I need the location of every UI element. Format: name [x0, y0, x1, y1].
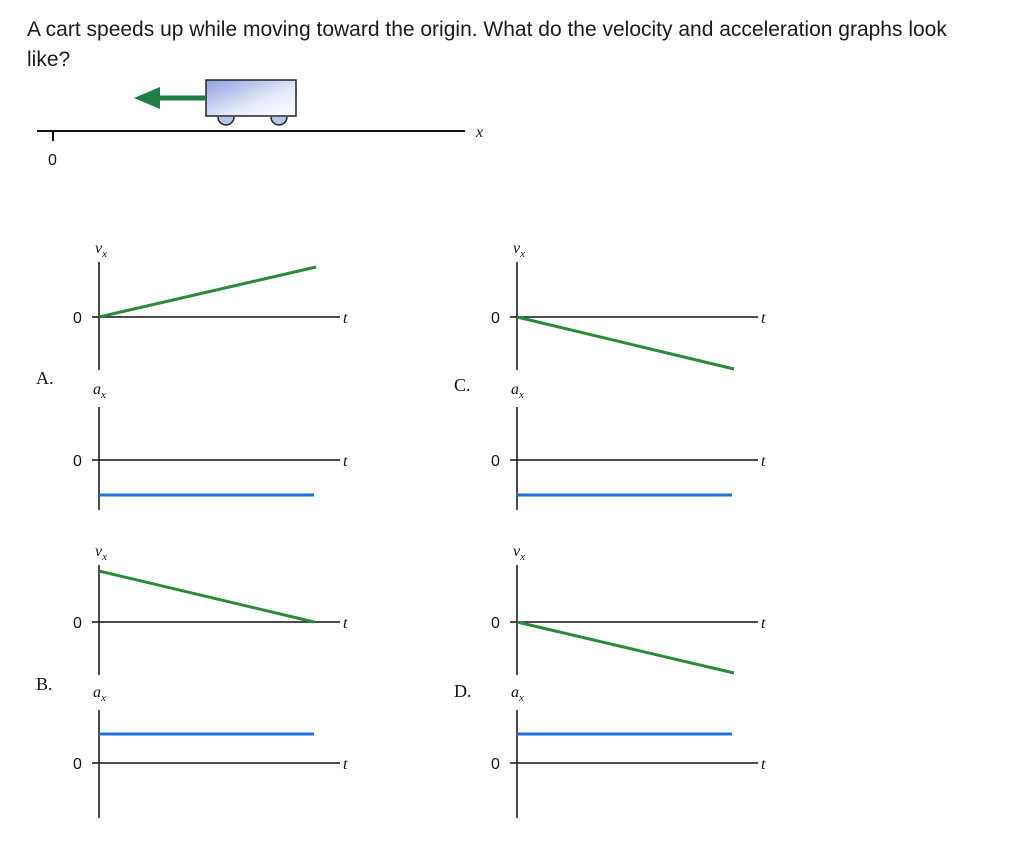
option-b-vx-label: vx [95, 543, 107, 563]
option-c-v-zero: 0 [491, 310, 500, 327]
option-a-vx-label: vx [95, 240, 107, 260]
option-b-a-t: t [343, 756, 348, 773]
option-d-label: D. [454, 681, 472, 701]
option-d-ax-label: ax [511, 684, 524, 704]
cart-wheel-right [270, 116, 288, 126]
option-b-v-t: t [343, 615, 348, 632]
option-b-ax-label: ax [93, 684, 106, 704]
cart [205, 79, 297, 126]
cart-body [205, 79, 297, 117]
option-d-vx-label: vx [513, 543, 525, 563]
option-a-label: A. [36, 368, 54, 388]
option-a-a-t: t [343, 453, 348, 470]
option-a-a-zero: 0 [73, 453, 82, 470]
option-d-v-t: t [761, 615, 766, 632]
option-c-velocity-graph: vx 0 t [491, 240, 766, 371]
option-c-a-t: t [761, 453, 766, 470]
option-c[interactable]: C. vx 0 t ax 0 t [454, 240, 766, 510]
option-b-velocity-graph: vx 0 t [73, 543, 348, 675]
option-a-acceleration-graph: ax 0 t [73, 381, 348, 510]
track-axis-label: x [475, 124, 483, 141]
option-d-a-t: t [761, 756, 766, 773]
option-b-acceleration-graph: ax 0 t [73, 684, 348, 818]
option-c-ax-label: ax [511, 381, 524, 401]
option-d-velocity-graph: vx 0 t [491, 543, 766, 675]
origin-label: 0 [48, 152, 57, 169]
question-text: A cart speeds up while moving toward the… [27, 18, 947, 71]
option-a-v-zero: 0 [73, 310, 82, 327]
option-d-acceleration-graph: ax 0 t [491, 684, 766, 818]
option-a-velocity-graph: vx 0 t [73, 240, 348, 370]
option-a[interactable]: A. vx 0 t ax 0 t [36, 240, 348, 510]
velocity-arrow [134, 87, 205, 109]
option-c-v-t: t [761, 310, 766, 327]
option-d-velocity-line [516, 620, 735, 675]
option-b-label: B. [36, 674, 53, 694]
option-b-v-zero: 0 [73, 615, 82, 632]
option-b[interactable]: B. vx 0 t ax 0 t [36, 543, 348, 818]
option-c-a-zero: 0 [491, 453, 500, 470]
option-d-a-zero: 0 [491, 756, 500, 773]
option-c-label: C. [454, 375, 471, 395]
option-a-v-t: t [343, 310, 348, 327]
option-c-velocity-line [516, 315, 735, 371]
option-d-v-zero: 0 [491, 615, 500, 632]
option-c-vx-label: vx [513, 240, 525, 260]
track-diagram: 0 x [37, 79, 483, 169]
option-a-velocity-line [98, 265, 317, 319]
option-b-velocity-line [98, 569, 315, 624]
option-b-a-zero: 0 [73, 756, 82, 773]
option-a-ax-label: ax [93, 381, 106, 401]
cart-wheel-left [217, 116, 235, 126]
option-c-acceleration-graph: ax 0 t [491, 381, 766, 510]
option-d[interactable]: D. vx 0 t ax 0 t [454, 543, 766, 818]
